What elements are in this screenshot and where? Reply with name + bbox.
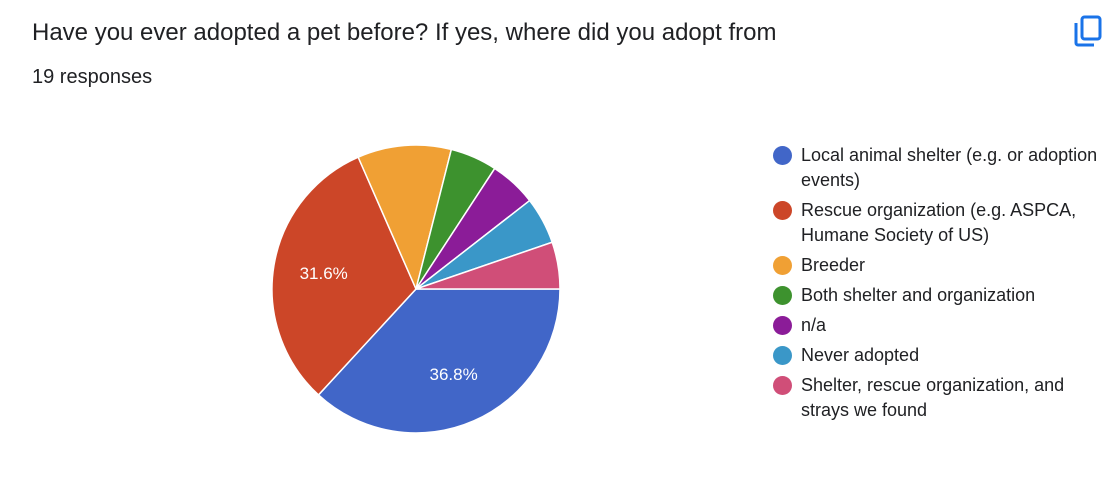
legend-label: Rescue organization (e.g. ASPCA, Humane … [801, 200, 1077, 245]
chart-legend: Local animal shelter (e.g. or adoption e… [773, 143, 1103, 428]
pie-slice[interactable] [415, 241, 561, 290]
legend-label: Breeder [801, 255, 866, 275]
pie-slice[interactable] [317, 288, 561, 434]
pie-chart: 36.8% 31.6% [271, 144, 561, 434]
legend-item[interactable]: Rescue organization (e.g. ASPCA, Humane … [773, 198, 1103, 248]
legend-color-dot [773, 201, 792, 220]
legend-color-dot [773, 286, 792, 305]
pie-slice[interactable] [271, 156, 417, 396]
legend-label: Both shelter and organization [801, 285, 1036, 305]
legend-item[interactable]: Shelter, rescue organization, and strays… [773, 373, 1103, 423]
legend-item[interactable]: Local animal shelter (e.g. or adoption e… [773, 143, 1103, 193]
pie-slice[interactable] [357, 144, 453, 290]
legend-label: n/a [801, 315, 827, 335]
legend-label: Never adopted [801, 345, 920, 365]
legend-item[interactable]: Both shelter and organization [773, 283, 1103, 308]
legend-item[interactable]: n/a [773, 313, 1103, 338]
page-title: Have you ever adopted a pet before? If y… [32, 19, 777, 46]
copy-icon[interactable] [1072, 14, 1104, 48]
legend-color-dot [773, 256, 792, 275]
legend-label: Local animal shelter (e.g. or adoption e… [801, 145, 1098, 190]
legend-color-dot [773, 376, 792, 395]
legend-item[interactable]: Breeder [773, 253, 1103, 278]
legend-color-dot [773, 146, 792, 165]
slice-percent-label: 31.6% [300, 264, 348, 283]
legend-label: Shelter, rescue organization, and strays… [801, 375, 1065, 420]
response-count: 19 responses [32, 66, 153, 88]
legend-item[interactable]: Never adopted [773, 343, 1103, 368]
legend-color-dot [773, 346, 792, 365]
slice-percent-label: 36.8% [429, 365, 477, 384]
legend-color-dot [773, 316, 792, 335]
